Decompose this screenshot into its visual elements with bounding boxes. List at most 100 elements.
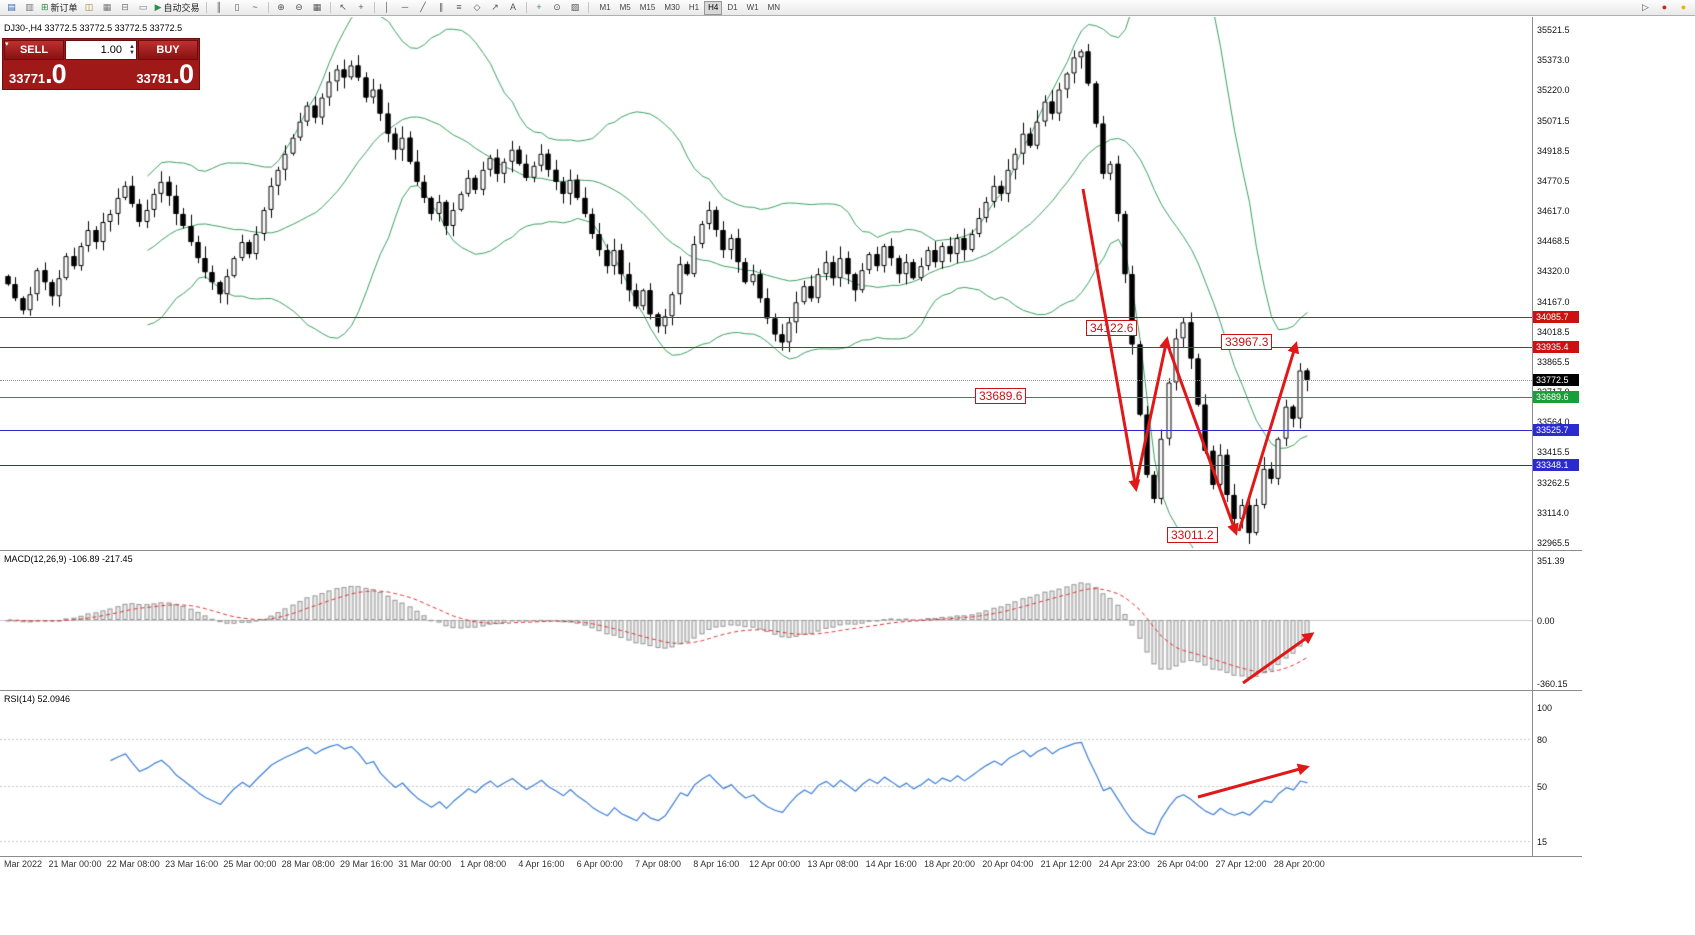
new-order-button[interactable]: ⊞ 新订单 — [39, 1, 80, 14]
data-window-icon[interactable]: ▦ — [99, 1, 116, 14]
price-scale-label: 35220.0 — [1537, 85, 1570, 96]
rsi-scale-label: 100 — [1537, 703, 1553, 713]
price-annotation[interactable]: 33967.3 — [1221, 334, 1273, 350]
time-axis-label: 25 Mar 00:00 — [223, 859, 277, 869]
current-price-tag: 33772.5 — [1533, 374, 1579, 387]
periods-icon[interactable]: ⊙ — [549, 1, 566, 14]
timeframe-h4[interactable]: H4 — [704, 0, 723, 15]
time-axis-label: 4 Apr 16:00 — [518, 859, 565, 869]
time-axis-label: 14 Apr 16:00 — [865, 859, 917, 869]
indicators-icon-glyph: + — [536, 2, 542, 12]
toolbar: ▤ ▥ ⊞ 新订单 ◫ ▦ ⊟ ▭ ▶ 自动交易 ║ ▯ ~ ⊕ ⊖ ▦ ↖ + │ ─ ╱ ∥ ≡ ◇ ↗ A + ⊙ ▨ M1 M5 M… — [0, 0, 1695, 16]
time-axis-label: 29 Mar 16:00 — [339, 859, 394, 869]
navigator-icon[interactable]: ⊟ — [117, 1, 134, 14]
zoom-out-icon[interactable]: ⊖ — [291, 1, 308, 14]
zoom-in-icon-glyph: ⊕ — [277, 2, 285, 12]
sell-button[interactable]: SELL — [4, 40, 64, 60]
market-watch-icon[interactable]: ◫ — [81, 1, 98, 14]
price-scale-label: 34468.5 — [1537, 236, 1570, 247]
time-axis-label: Mar 2022 — [4, 859, 43, 869]
chart-shift-icon-glyph: ▷ — [1642, 2, 1649, 12]
macd-splitter[interactable] — [0, 550, 1582, 551]
terminal-icon[interactable]: ▭ — [135, 1, 152, 14]
channel-icon[interactable]: ∥ — [433, 1, 450, 14]
news-icon-glyph: ● — [1661, 2, 1668, 12]
chart-area[interactable]: DJ30-,H4 33772.5 33772.5 33772.5 33772.5… — [0, 17, 1695, 935]
price-scale-label: 35071.5 — [1537, 115, 1570, 126]
toolbar-separator — [525, 2, 527, 13]
price-annotation[interactable]: 33689.6 — [975, 388, 1027, 404]
buy-button[interactable]: BUY — [138, 40, 198, 60]
price-scale-border — [1532, 17, 1533, 856]
volume-decrease-button[interactable]: ▼ — [129, 50, 135, 56]
horizontal-price-line[interactable] — [0, 429, 1532, 431]
text-icon-glyph: A — [509, 2, 516, 12]
horizontal-price-line[interactable] — [0, 347, 1532, 349]
navigator-icon-glyph: ⊟ — [121, 2, 129, 12]
price-scale-label: 35373.0 — [1537, 55, 1570, 66]
timeframe-m15[interactable]: M15 — [639, 2, 656, 12]
shapes-icon[interactable]: ◇ — [469, 1, 486, 14]
bar-chart-icon[interactable]: ║ — [211, 1, 228, 14]
arrows-icon[interactable]: ↗ — [487, 1, 504, 14]
price-annotation[interactable]: 34122.6 — [1086, 320, 1138, 336]
horizontal-price-line[interactable] — [0, 317, 1532, 319]
new-chart-icon[interactable]: ▤ — [3, 1, 20, 14]
rsi-scale-label: 50 — [1537, 782, 1548, 792]
text-icon[interactable]: A — [505, 1, 522, 14]
timeframe-h1[interactable]: H1 — [688, 2, 700, 12]
candlestick-chart-icon[interactable]: ▯ — [229, 1, 246, 14]
market-watch-icon-glyph: ◫ — [84, 2, 94, 12]
sell-price-fraction: .0 — [45, 59, 67, 89]
zoom-in-icon[interactable]: ⊕ — [273, 1, 290, 14]
horizontal-price-line[interactable] — [0, 465, 1532, 467]
fibonacci-icon[interactable]: ≡ — [451, 1, 468, 14]
profiles-icon[interactable]: ▥ — [21, 1, 38, 14]
line-chart-icon[interactable]: ~ — [247, 1, 264, 14]
timeframe-m5[interactable]: M5 — [619, 2, 631, 12]
cursor-icon[interactable]: ↖ — [335, 1, 352, 14]
volume-value: 1.00 — [100, 44, 122, 56]
time-axis-label: 12 Apr 00:00 — [749, 859, 801, 869]
shapes-icon-glyph: ◇ — [473, 2, 481, 12]
toolbar-separator — [205, 2, 207, 13]
buy-price: 33781 .0 — [136, 61, 194, 88]
timeframe-m30[interactable]: M30 — [664, 2, 680, 12]
one-click-collapse-icon[interactable]: ▾ — [5, 41, 9, 48]
price-scale-label: 34617.0 — [1537, 206, 1570, 217]
trendline-icon-glyph: ╱ — [420, 2, 426, 12]
alert-icon[interactable]: ● — [1675, 1, 1692, 14]
terminal-icon-glyph: ▭ — [138, 2, 148, 12]
horizontal-line-icon[interactable]: ─ — [397, 1, 414, 14]
time-axis-label: 22 Mar 08:00 — [106, 859, 160, 869]
rsi-splitter[interactable] — [0, 690, 1582, 691]
tile-windows-icon[interactable]: ▦ — [309, 1, 326, 14]
timeframe-d1[interactable]: D1 — [727, 2, 738, 12]
timeframe-mn[interactable]: MN — [767, 2, 781, 12]
macd-indicator-label: MACD(12,26,9) -106.89 -217.45 — [4, 554, 133, 564]
crosshair-icon[interactable]: + — [353, 1, 370, 14]
vertical-line-icon[interactable]: │ — [379, 1, 396, 14]
periods-icon-glyph: ⊙ — [553, 2, 561, 12]
indicators-icon[interactable]: + — [531, 1, 548, 14]
news-icon[interactable]: ● — [1656, 1, 1673, 14]
time-axis-label: 28 Apr 20:00 — [1273, 859, 1325, 869]
tile-windows-icon-glyph: ▦ — [312, 2, 322, 12]
chart-canvas[interactable] — [0, 17, 1532, 877]
timeframe-w1[interactable]: W1 — [746, 2, 759, 12]
horizontal-price-line[interactable] — [0, 396, 1532, 398]
price-scale-label: 33865.5 — [1537, 356, 1570, 367]
price-annotation[interactable]: 33011.2 — [1167, 527, 1218, 543]
alert-icon-glyph: ● — [1680, 2, 1687, 12]
auto-trading-button-label: 自动交易 — [163, 3, 200, 13]
chart-shift-icon[interactable]: ▷ — [1637, 1, 1654, 14]
auto-trading-button[interactable]: ▶ 自动交易 — [153, 1, 202, 14]
sell-price: 33771 .0 — [9, 59, 67, 89]
trendline-icon[interactable]: ╱ — [415, 1, 432, 14]
volume-field[interactable]: 1.00 ▲ ▼ — [65, 40, 137, 60]
volume-increase-button[interactable]: ▲ — [129, 44, 135, 50]
timeframe-m1[interactable]: M1 — [599, 2, 611, 12]
templates-icon[interactable]: ▨ — [567, 1, 584, 14]
price-line-tag: 34085.7 — [1533, 311, 1579, 324]
